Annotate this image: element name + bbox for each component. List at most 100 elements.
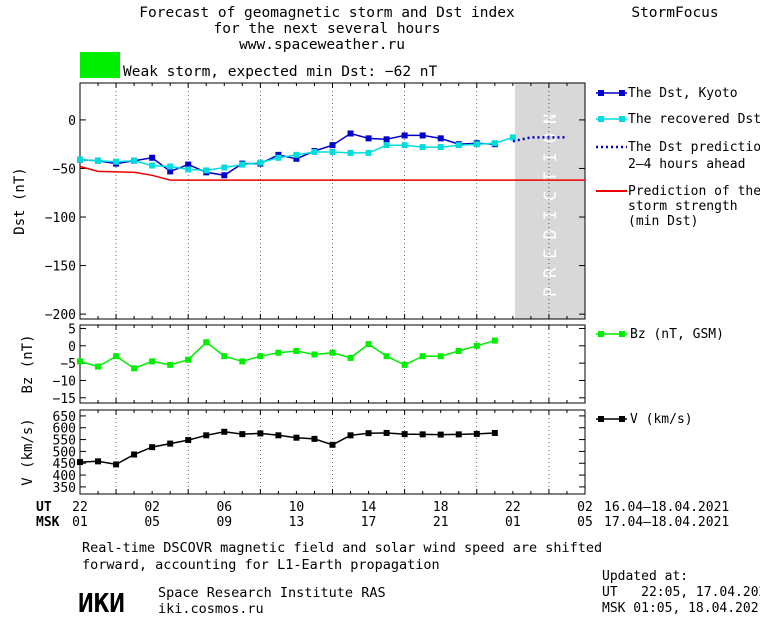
legend-label-v: V (km/s) — [630, 412, 693, 427]
ut-tick-label: 06 — [216, 500, 232, 515]
data-point — [437, 135, 444, 142]
data-point — [131, 365, 138, 372]
data-point — [509, 134, 516, 141]
data-point — [293, 348, 300, 354]
data-point — [329, 441, 336, 448]
series-line — [79, 132, 495, 177]
v-y-axis-label: V (km/s) — [20, 418, 36, 485]
data-point — [149, 162, 156, 169]
data-point — [419, 431, 426, 438]
data-point — [491, 140, 498, 147]
y-tick-label: 600 — [53, 422, 76, 437]
data-point — [491, 429, 498, 436]
data-point — [419, 132, 426, 139]
data-point — [401, 431, 408, 438]
data-point — [329, 349, 336, 356]
data-point — [455, 348, 462, 354]
data-point — [239, 358, 246, 365]
data-point — [275, 154, 282, 161]
data-point — [167, 163, 174, 170]
ut-date-range: 16.04–18.04.2021 — [604, 500, 729, 515]
data-point — [473, 141, 480, 148]
legend-label-prediction-2: 2–4 hours ahead — [628, 157, 745, 172]
data-point — [383, 429, 390, 436]
bz-y-axis-label: Bz (nT) — [20, 334, 36, 393]
data-point — [77, 459, 83, 466]
data-point — [437, 144, 444, 151]
ut-tick-label: 02 — [144, 500, 160, 515]
data-point — [131, 451, 138, 458]
series-line — [79, 431, 495, 466]
data-point — [293, 434, 300, 441]
v-panel-frame — [79, 409, 586, 495]
msk-tick-label: 01 — [72, 515, 88, 530]
y-tick-label: 500 — [53, 445, 76, 460]
chart-url: www.spaceweather.ru — [239, 37, 405, 53]
legend-label-strength-2: storm strength — [628, 199, 738, 214]
y-tick-label: 350 — [53, 481, 76, 496]
data-point — [275, 349, 282, 356]
updated-ut: UT 22:05, 17.04.2021 — [602, 585, 760, 600]
legend-marker-recovered — [619, 116, 625, 122]
data-point — [347, 130, 354, 137]
data-point — [455, 142, 462, 149]
legend-marker-dst-kyoto — [619, 90, 625, 96]
data-point — [311, 148, 318, 155]
data-point — [185, 166, 192, 173]
footer-note-line2: forward, accounting for L1-Earth propaga… — [82, 557, 440, 573]
data-point — [365, 149, 372, 156]
updated-msk: MSK 01:05, 18.04.2021 — [602, 601, 760, 616]
msk-tick-label: 09 — [216, 515, 232, 530]
data-point — [113, 461, 120, 468]
legend-marker-bz — [619, 331, 625, 337]
ut-tick-label: 02 — [577, 500, 593, 515]
data-point — [329, 148, 336, 155]
series-line — [79, 339, 496, 370]
msk-tick-label: 01 — [505, 515, 521, 530]
y-tick-label: 450 — [53, 457, 76, 472]
data-point — [419, 353, 426, 360]
data-point — [203, 339, 210, 346]
prediction-label: PREDICTION — [541, 105, 561, 297]
data-point — [167, 440, 174, 447]
data-point — [401, 132, 408, 139]
data-point — [239, 161, 246, 168]
ut-tick-label: 22 — [72, 500, 88, 515]
y-tick-label: −200 — [45, 308, 76, 323]
data-point — [473, 430, 480, 437]
data-point — [347, 432, 354, 439]
y-tick-label: 5 — [68, 322, 76, 337]
data-point — [365, 341, 372, 348]
legend: The Dst, Kyoto The recovered Dst The Dst… — [596, 86, 760, 427]
data-point — [131, 157, 138, 164]
data-point — [365, 135, 372, 142]
data-point — [185, 437, 192, 444]
series-layer — [77, 130, 585, 468]
legend-label-dst-kyoto: The Dst, Kyoto — [628, 86, 738, 101]
ut-tick-label: 14 — [361, 500, 377, 515]
grid-lines — [115, 83, 550, 494]
data-point — [437, 353, 444, 360]
chart-title-line1: Forecast of geomagnetic storm and Dst in… — [139, 5, 515, 21]
y-tick-label: 0 — [68, 114, 76, 129]
ut-axis-label: UT — [36, 500, 52, 515]
chart-title-line2: for the next several hours — [214, 21, 441, 37]
data-point — [95, 363, 102, 370]
y-tick-label: 0 — [68, 340, 76, 355]
data-point — [221, 353, 228, 360]
data-point — [149, 358, 156, 365]
data-point — [437, 431, 444, 438]
y-tick-label: −15 — [53, 392, 76, 407]
y-tick-label: −150 — [45, 260, 76, 275]
data-point — [95, 157, 102, 164]
institute-name: Space Research Institute RAS — [158, 585, 386, 601]
data-point — [401, 361, 408, 368]
prediction-band — [515, 83, 585, 319]
msk-tick-label: 21 — [433, 515, 449, 530]
msk-tick-label: 05 — [144, 515, 160, 530]
data-point — [95, 458, 102, 465]
legend-marker-recovered — [598, 116, 604, 122]
data-point — [419, 144, 426, 151]
